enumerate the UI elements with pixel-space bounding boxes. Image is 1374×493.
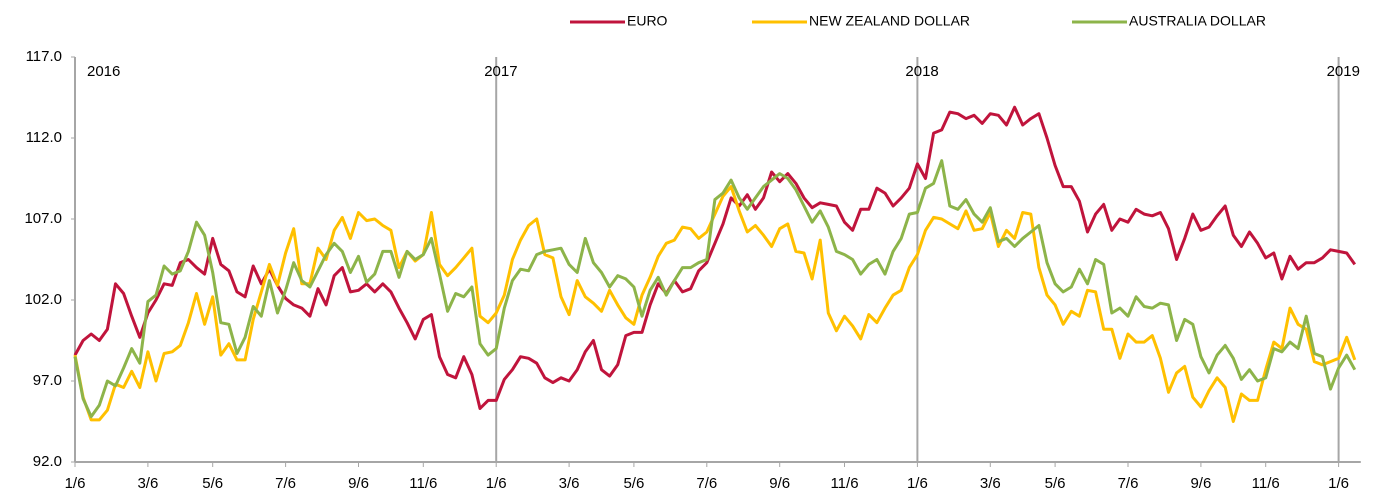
legend-label: AUSTRALIA DOLLAR — [1129, 13, 1266, 29]
x-tick-label: 3/6 — [980, 475, 1001, 492]
y-tick-label: 97.0 — [33, 372, 62, 389]
y-tick-label: 102.0 — [24, 291, 62, 308]
x-tick-label: 9/6 — [769, 475, 790, 492]
year-label: 2018 — [905, 63, 938, 80]
x-tick-label: 5/6 — [1045, 475, 1066, 492]
x-tick-label: 5/6 — [623, 475, 644, 492]
x-tick-label: 3/6 — [559, 475, 580, 492]
y-tick-label: 107.0 — [24, 210, 62, 227]
x-tick-label: 11/6 — [409, 475, 437, 492]
x-tick-label: 9/6 — [348, 475, 369, 492]
year-label: 2019 — [1327, 63, 1360, 80]
series-line — [73, 105, 1357, 410]
x-tick-label: 7/6 — [275, 475, 296, 492]
x-tick-label: 1/6 — [907, 475, 928, 492]
series-line — [73, 185, 1357, 423]
x-tick-label: 1/6 — [486, 475, 507, 492]
x-tick-label: 1/6 — [65, 475, 86, 492]
legend-label: NEW ZEALAND DOLLAR — [809, 13, 970, 29]
y-tick-label: 112.0 — [26, 129, 62, 146]
x-tick-label: 9/6 — [1190, 475, 1211, 492]
y-tick-label: 92.0 — [33, 453, 62, 470]
y-tick-label: 117.0 — [26, 48, 62, 65]
legend-label: EURO — [627, 13, 668, 29]
x-tick-label: 11/6 — [1252, 475, 1280, 492]
year-label: 2017 — [484, 63, 517, 80]
year-label: 2016 — [87, 63, 120, 80]
x-tick-label: 7/6 — [696, 475, 717, 492]
x-tick-label: 5/6 — [202, 475, 223, 492]
x-tick-label: 1/6 — [1328, 475, 1349, 492]
x-tick-label: 3/6 — [137, 475, 158, 492]
series-line — [73, 159, 1357, 419]
x-tick-label: 7/6 — [1118, 475, 1139, 492]
x-tick-label: 11/6 — [830, 475, 858, 492]
